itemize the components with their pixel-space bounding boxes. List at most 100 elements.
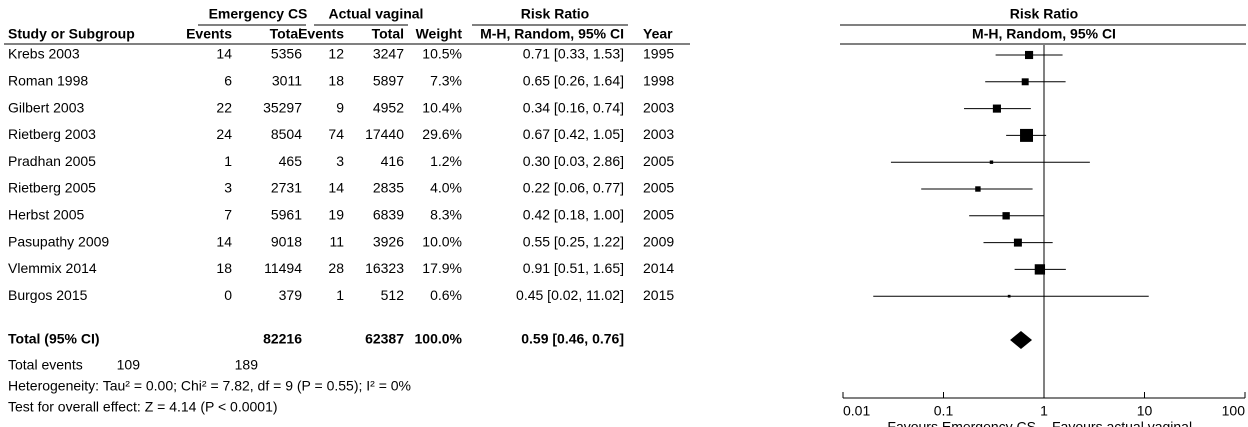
table-cell: 3926 bbox=[373, 233, 404, 249]
effect-square bbox=[1007, 294, 1011, 298]
table-cell: 11494 bbox=[264, 260, 302, 276]
effect-square bbox=[1013, 238, 1022, 247]
table-cell: 18 bbox=[216, 260, 232, 276]
table-cell: 28 bbox=[328, 260, 344, 276]
table-cell: 2731 bbox=[271, 180, 302, 196]
table-cell: 24 bbox=[216, 126, 232, 142]
table-cell: 22 bbox=[216, 99, 232, 115]
total-cell: 100.0% bbox=[415, 331, 463, 347]
x-tick-label: 1 bbox=[1040, 403, 1048, 419]
table-cell: 7.3% bbox=[430, 73, 462, 89]
group-header: Emergency CS bbox=[209, 6, 308, 22]
table-cell: 6 bbox=[224, 73, 232, 89]
table-cell: 5961 bbox=[271, 207, 302, 223]
table-cell: 3247 bbox=[373, 46, 404, 62]
table-cell: 4.0% bbox=[430, 180, 462, 196]
table-cell: 0.67 [0.42, 1.05] bbox=[523, 126, 624, 142]
effect-square bbox=[1021, 78, 1029, 86]
x-label-left: Favours Emergency CS bbox=[887, 419, 1036, 427]
total-events-label: Total events bbox=[8, 357, 83, 373]
table-cell: 2014 bbox=[643, 260, 674, 276]
table-cell: 17440 bbox=[365, 126, 404, 142]
effect-square bbox=[989, 160, 994, 164]
effect-square bbox=[992, 104, 1001, 113]
group-header: Actual vaginal bbox=[329, 6, 424, 22]
column-header: M-H, Random, 95% CI bbox=[480, 26, 624, 42]
table-cell: 2005 bbox=[643, 180, 674, 196]
table-cell: Gilbert 2003 bbox=[8, 99, 84, 115]
column-header: Events bbox=[298, 26, 344, 42]
table-cell: Burgos 2015 bbox=[8, 287, 88, 303]
table-cell: 0.45 [0.02, 11.02] bbox=[516, 287, 624, 303]
table-cell: 1.2% bbox=[430, 153, 462, 169]
table-cell: 14 bbox=[216, 233, 232, 249]
table-cell: Krebs 2003 bbox=[8, 46, 80, 62]
effect-square bbox=[975, 186, 981, 192]
x-tick-label: 0.1 bbox=[934, 403, 954, 419]
table-cell: 2005 bbox=[643, 153, 674, 169]
table-cell: 2005 bbox=[643, 207, 674, 223]
table-cell: 465 bbox=[279, 153, 303, 169]
effect-square bbox=[1002, 212, 1010, 220]
table-cell: 2015 bbox=[643, 287, 674, 303]
table-cell: Pradhan 2005 bbox=[8, 153, 96, 169]
total-diamond bbox=[1010, 331, 1033, 349]
table-cell: Roman 1998 bbox=[8, 73, 88, 89]
table-cell: 3 bbox=[336, 153, 344, 169]
table-cell: 7 bbox=[224, 207, 232, 223]
table-cell: 0.6% bbox=[430, 287, 462, 303]
table-cell: 0.91 [0.51, 1.65] bbox=[523, 260, 624, 276]
table-cell: 0.42 [0.18, 1.00] bbox=[523, 207, 624, 223]
table-cell: Pasupathy 2009 bbox=[8, 233, 109, 249]
chart-subtitle: M-H, Random, 95% CI bbox=[972, 26, 1116, 42]
effect-square bbox=[1024, 50, 1034, 60]
table-cell: 10.4% bbox=[422, 99, 462, 115]
table-cell: 2835 bbox=[373, 180, 404, 196]
table-cell: 1 bbox=[224, 153, 232, 169]
column-header: Weight bbox=[416, 26, 463, 42]
table-cell: 379 bbox=[279, 287, 303, 303]
overall-effect: Test for overall effect: Z = 4.14 (P < 0… bbox=[8, 399, 278, 415]
column-header: Total bbox=[270, 26, 302, 42]
table-cell: 74 bbox=[328, 126, 344, 142]
table-cell: 9 bbox=[336, 99, 344, 115]
column-header: Total bbox=[372, 26, 404, 42]
table-cell: 1998 bbox=[643, 73, 674, 89]
table-cell: 0.22 [0.06, 0.77] bbox=[523, 180, 624, 196]
table-cell: 5356 bbox=[271, 46, 302, 62]
table-cell: 1995 bbox=[643, 46, 674, 62]
table-cell: Vlemmix 2014 bbox=[8, 260, 97, 276]
table-cell: 9018 bbox=[271, 233, 302, 249]
table-cell: 512 bbox=[381, 287, 405, 303]
table-cell: 12 bbox=[328, 46, 344, 62]
table-cell: 2003 bbox=[643, 99, 674, 115]
table-cell: 0.34 [0.16, 0.74] bbox=[523, 99, 624, 115]
total-events: 189 bbox=[235, 357, 259, 373]
total-cell: 62387 bbox=[365, 331, 404, 347]
table-cell: 0.30 [0.03, 2.86] bbox=[523, 153, 624, 169]
column-header: Study or Subgroup bbox=[8, 26, 135, 42]
table-cell: 14 bbox=[216, 46, 232, 62]
table-cell: 5897 bbox=[373, 73, 404, 89]
total-cell: 82216 bbox=[263, 331, 302, 347]
table-cell: 0.65 [0.26, 1.64] bbox=[523, 73, 624, 89]
total-cell: 0.59 [0.46, 0.76] bbox=[521, 331, 624, 347]
table-cell: 19 bbox=[328, 207, 344, 223]
table-cell: Herbst 2005 bbox=[8, 207, 84, 223]
table-cell: 10.0% bbox=[422, 233, 462, 249]
table-cell: Rietberg 2005 bbox=[8, 180, 96, 196]
x-tick-label: 10 bbox=[1137, 403, 1153, 419]
table-cell: 10.5% bbox=[422, 46, 462, 62]
x-tick-label: 0.01 bbox=[843, 403, 870, 419]
column-header: Year bbox=[643, 26, 673, 42]
total-events: 109 bbox=[117, 357, 141, 373]
effect-square bbox=[1020, 128, 1034, 142]
table-cell: 2003 bbox=[643, 126, 674, 142]
table-cell: 0.55 [0.25, 1.22] bbox=[523, 233, 624, 249]
table-cell: 14 bbox=[328, 180, 344, 196]
table-cell: 35297 bbox=[263, 99, 302, 115]
x-label-right: Favours actual vaginal bbox=[1052, 419, 1192, 427]
table-cell: 8504 bbox=[271, 126, 302, 142]
x-tick-label: 100 bbox=[1222, 403, 1246, 419]
